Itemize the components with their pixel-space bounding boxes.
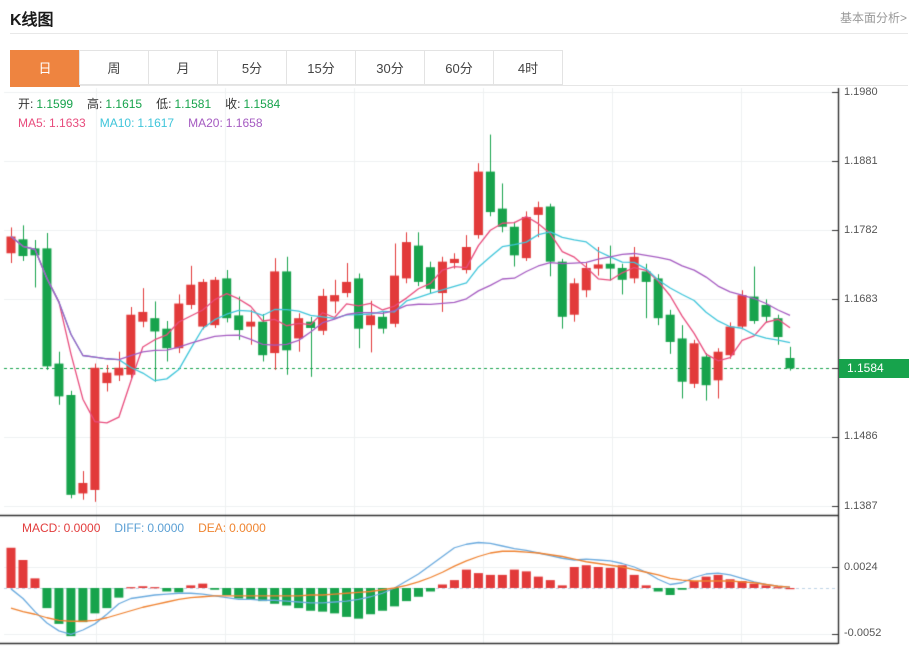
y-axis-tick-label: 1.1881	[844, 155, 878, 167]
macd-legend: MACD: 0.0000 DIFF: 0.0000 DEA: 0.0000	[22, 521, 280, 535]
y-axis-tick-label: 1.1782	[844, 224, 878, 236]
y-axis-tick-label: 1.1980	[844, 86, 878, 98]
tab-30分[interactable]: 30分	[355, 50, 425, 85]
legend-item: DEA: 0.0000	[198, 521, 266, 535]
legend-item: 开: 1.1599	[18, 97, 74, 111]
tab-日[interactable]: 日	[10, 50, 80, 87]
legend-item: 高: 1.1615	[87, 97, 143, 111]
tab-60分[interactable]: 60分	[424, 50, 494, 85]
y-axis-tick-label: -0.0052	[844, 627, 882, 639]
y-axis-tick-label: 0.0024	[844, 561, 878, 573]
ohlc-legend: 开: 1.1599 高: 1.1615 低: 1.1581 收: 1.1584	[18, 95, 294, 112]
legend-item: DIFF: 0.0000	[114, 521, 185, 535]
ma-legend: MA5: 1.1633 MA10: 1.1617 MA20: 1.1658	[18, 116, 277, 130]
legend-item: 收: 1.1584	[225, 97, 281, 111]
tab-4时[interactable]: 4时	[493, 50, 563, 85]
tab-周[interactable]: 周	[79, 50, 149, 85]
legend-item: MA20: 1.1658	[188, 116, 263, 130]
tab-月[interactable]: 月	[148, 50, 218, 85]
tab-5分[interactable]: 5分	[217, 50, 287, 85]
legend-item: MA5: 1.1633	[18, 116, 86, 130]
legend-item: MA10: 1.1617	[99, 116, 175, 130]
y-axis-tick-label: 1.1387	[844, 500, 878, 512]
period-tabbar: 日周月 5分 15分 30分 60分 4时	[10, 50, 563, 87]
tab-15分[interactable]: 15分	[286, 50, 356, 85]
y-axis-tick-label: 1.1683	[844, 293, 878, 305]
y-axis-tick-label: 1.1486	[844, 430, 878, 442]
current-price-badge: 1.1584	[839, 359, 909, 378]
legend-item: 低: 1.1581	[156, 97, 212, 111]
legend-item: MACD: 0.0000	[22, 521, 101, 535]
